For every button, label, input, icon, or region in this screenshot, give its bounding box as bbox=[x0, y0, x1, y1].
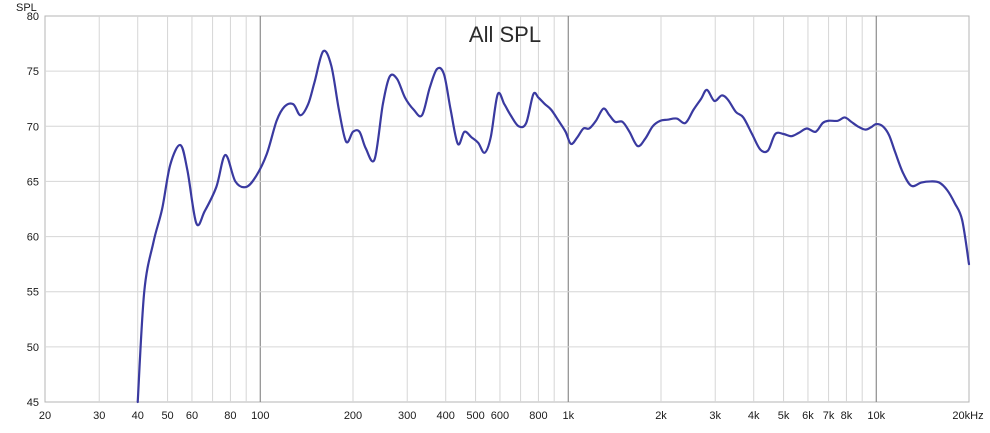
x-tick-label: 1k bbox=[562, 410, 574, 422]
x-tick-label: 8k bbox=[841, 410, 853, 422]
x-tick-label: 6k bbox=[802, 410, 814, 422]
y-tick-label: 75 bbox=[27, 66, 39, 78]
tick-labels: 20 30 40 50 60 80 100 200 300 400 500 600 800 1k 2k 3k 4… bbox=[27, 11, 984, 422]
y-tick-label: 55 bbox=[27, 287, 39, 299]
x-tick-label: 40 bbox=[132, 410, 144, 422]
series-layer bbox=[136, 49, 971, 404]
x-tick-label: 60 bbox=[186, 410, 198, 422]
y-tick-label: 45 bbox=[27, 397, 39, 409]
x-tick-label: 80 bbox=[224, 410, 236, 422]
y-tick-label: 80 bbox=[27, 11, 39, 23]
x-tick-label: 50 bbox=[161, 410, 173, 422]
chart-title: All SPL bbox=[469, 22, 541, 47]
x-tick-label: 20 bbox=[39, 410, 51, 422]
x-tick-label: 7k bbox=[823, 410, 835, 422]
x-tick-label: 400 bbox=[437, 410, 455, 422]
x-tick-label: 4k bbox=[748, 410, 760, 422]
y-axis-label: SPL bbox=[16, 2, 37, 14]
y-tick-label: 50 bbox=[27, 342, 39, 354]
x-tick-label: 300 bbox=[398, 410, 416, 422]
grid bbox=[45, 16, 969, 402]
spl-series-line bbox=[136, 49, 971, 404]
y-tick-label: 60 bbox=[27, 232, 39, 244]
x-tick-label: 3k bbox=[709, 410, 721, 422]
x-tick-label: 800 bbox=[529, 410, 547, 422]
plot-area bbox=[44, 15, 970, 403]
x-tick-label: 30 bbox=[93, 410, 105, 422]
x-tick-label: 10k bbox=[867, 410, 885, 422]
x-tick-label: 5k bbox=[778, 410, 790, 422]
x-tick-label: 2k bbox=[655, 410, 667, 422]
x-tick-label: 20kHz bbox=[952, 410, 983, 422]
y-tick-label: 70 bbox=[27, 121, 39, 133]
x-tick-label: 600 bbox=[491, 410, 509, 422]
x-tick-label: 200 bbox=[344, 410, 362, 422]
x-tick-label: 100 bbox=[251, 410, 269, 422]
y-tick-label: 65 bbox=[27, 176, 39, 188]
x-tick-label: 500 bbox=[466, 410, 484, 422]
